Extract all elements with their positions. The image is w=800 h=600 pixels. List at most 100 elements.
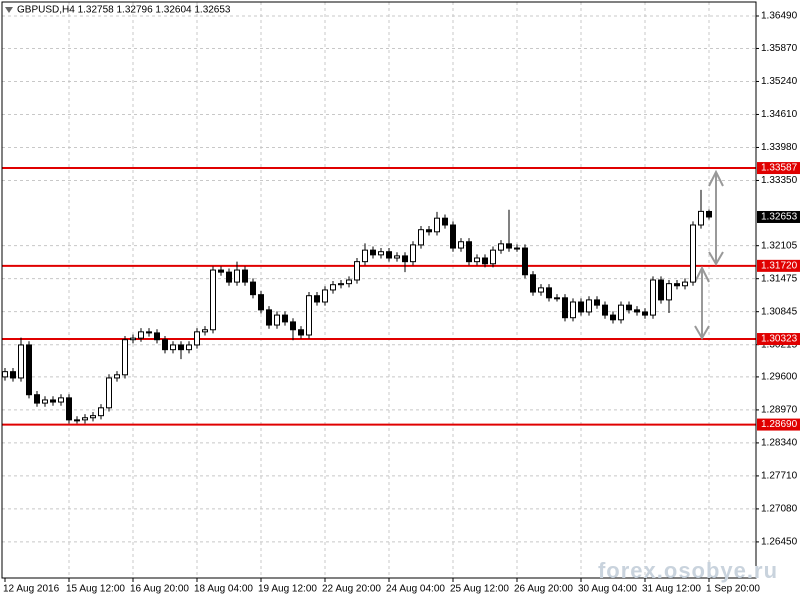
x-tick-label: 19 Aug 12:00 (258, 584, 317, 595)
candle-body (410, 244, 416, 263)
arrow-head (708, 251, 724, 266)
candle-body (162, 339, 168, 351)
candle-body (58, 397, 64, 403)
candle-body (362, 249, 368, 263)
candle-body (90, 415, 96, 419)
candle-body (234, 269, 240, 283)
candle-body (130, 337, 136, 341)
y-tick-label: 1.33350 (761, 175, 798, 186)
candle-body (242, 269, 248, 283)
y-tick-label: 1.28340 (761, 438, 798, 449)
candle-body (266, 309, 272, 326)
candle-body (522, 247, 528, 276)
candle-body (354, 261, 360, 281)
x-tick-label: 16 Aug 20:00 (130, 584, 189, 595)
candle-body (314, 295, 320, 303)
y-tick-label: 1.36490 (761, 11, 798, 22)
candle-body (610, 314, 616, 321)
y-tick-label: 1.31475 (761, 273, 798, 284)
candle-body (546, 287, 552, 299)
candle-body (178, 344, 184, 351)
candle-body (346, 279, 352, 285)
y-tick-label: 1.27710 (761, 471, 798, 482)
candle-body (26, 344, 32, 396)
candle-body (594, 299, 600, 306)
candle-body (666, 283, 672, 301)
candle-body (82, 417, 88, 421)
candle-body (402, 255, 408, 263)
x-tick-label: 18 Aug 04:00 (194, 584, 253, 595)
candle-body (226, 271, 232, 283)
candle-body (490, 249, 496, 265)
candle-body (186, 344, 192, 351)
level-label: 1.31720 (761, 260, 798, 271)
candle-body (154, 332, 160, 341)
candle-body (322, 289, 328, 303)
x-tick-label: 22 Aug 20:00 (322, 584, 381, 595)
x-tick-label: 24 Aug 04:00 (386, 584, 445, 595)
arrow-head (708, 169, 724, 187)
candle-body (618, 304, 624, 321)
y-tick-label: 1.34610 (761, 109, 798, 120)
candle-body (634, 309, 640, 313)
candle-body (338, 283, 344, 286)
candle-body (290, 321, 296, 331)
candle-body (538, 287, 544, 293)
y-tick-label: 1.32105 (761, 240, 798, 251)
title-icon (5, 7, 13, 13)
candle-body (50, 399, 56, 403)
candle-body (474, 257, 480, 263)
candle-body (330, 284, 336, 291)
candle-body (74, 419, 80, 422)
candle-body (18, 344, 24, 379)
candle-body (34, 394, 40, 404)
candle-body (602, 304, 608, 316)
candle-body (530, 274, 536, 293)
candle-body (138, 331, 144, 339)
candle-body (218, 269, 224, 273)
x-tick-label: 30 Aug 04:00 (578, 584, 637, 595)
candle-body (698, 210, 704, 226)
candle-body (386, 251, 392, 259)
candle-body (2, 371, 8, 378)
candle-body (306, 295, 312, 336)
candle-body (106, 377, 112, 409)
candle-body (626, 304, 632, 311)
candle-body (42, 399, 48, 404)
y-tick-label: 1.35870 (761, 43, 798, 54)
candle-body (466, 241, 472, 263)
candle-body (298, 329, 304, 336)
x-tick-label: 26 Aug 20:00 (514, 584, 573, 595)
arrow-head (694, 265, 710, 283)
candle-body (114, 374, 120, 379)
x-tick-label: 12 Aug 2016 (3, 584, 60, 595)
candle-body (570, 301, 576, 319)
candle-body (66, 397, 72, 421)
x-tick-label: 1 Sep 20:00 (706, 584, 760, 595)
candle-body (418, 229, 424, 246)
candle-body (706, 210, 712, 218)
candle-body (586, 299, 592, 313)
chart-title: GBPUSD,H4 1.32758 1.32796 1.32604 1.3265… (17, 5, 231, 16)
candle-body (146, 331, 152, 334)
candle-body (194, 331, 200, 346)
level-label-box (757, 333, 800, 346)
x-tick-label: 31 Aug 12:00 (642, 584, 701, 595)
arrow-head (694, 325, 710, 340)
x-tick-label: 15 Aug 12:00 (66, 584, 125, 595)
candle-body (258, 294, 264, 311)
candle-body (682, 281, 688, 287)
candle-body (434, 217, 440, 233)
y-tick-label: 1.26450 (761, 537, 798, 548)
candle-body (482, 257, 488, 265)
candle-body (210, 269, 216, 331)
candle-body (690, 224, 696, 283)
level-label-box (757, 418, 800, 431)
candle-body (674, 283, 680, 287)
candle-body (562, 297, 568, 319)
candle-body (514, 247, 520, 250)
y-tick-label: 1.27080 (761, 504, 798, 515)
candle-body (442, 217, 448, 226)
